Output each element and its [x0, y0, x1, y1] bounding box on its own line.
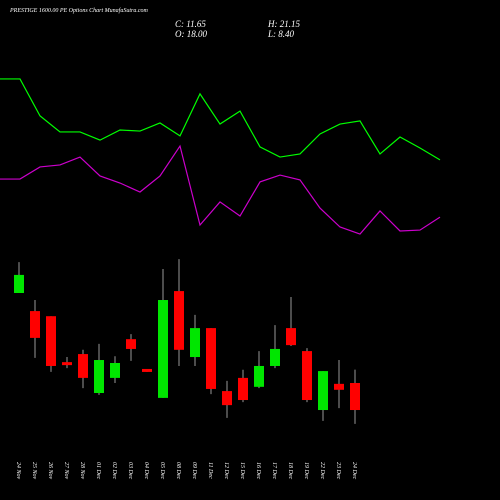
x-tick-label: 16 Dec — [255, 462, 261, 479]
x-tick-label: 22 Dec — [319, 462, 325, 479]
x-tick-label: 12 Dec — [223, 462, 229, 479]
candle-body — [78, 354, 88, 378]
candle-body — [334, 383, 344, 390]
candle-body — [94, 360, 104, 393]
x-tick-label: 26 Nov — [47, 462, 53, 480]
line-series — [0, 144, 441, 235]
candle-body — [350, 383, 360, 411]
candle-body — [174, 291, 184, 350]
x-tick-label: 19 Dec — [303, 462, 309, 479]
candle-body — [238, 377, 248, 401]
x-tick-label: 01 Dec — [95, 462, 101, 479]
candle-body — [30, 311, 40, 338]
candle-body — [62, 362, 72, 366]
x-tick-label: 23 Dec — [335, 462, 341, 479]
x-tick-label: 25 Nov — [31, 462, 37, 480]
x-tick-label: 17 Dec — [271, 462, 277, 479]
candle-body — [270, 348, 280, 366]
candle-body — [286, 328, 296, 346]
x-tick-label: 15 Dec — [239, 462, 245, 479]
x-tick-label: 24 Nov — [15, 462, 22, 480]
candle-body — [142, 368, 152, 372]
stat: O: 18.00 — [175, 29, 207, 39]
x-tick-label: 08 Dec — [175, 462, 181, 479]
x-tick-label: 27 Nov — [63, 462, 69, 480]
x-tick-label: 18 Dec — [287, 462, 293, 479]
candle-body — [126, 339, 136, 349]
line-series — [0, 78, 441, 161]
candle-body — [318, 371, 328, 411]
x-tick-label: 03 Dec — [127, 462, 133, 479]
stat: C: 11.65 — [175, 19, 206, 29]
candle-body — [222, 391, 232, 406]
candle-body — [158, 300, 168, 398]
x-tick-label: 24 Dec — [351, 462, 358, 479]
x-tick-label: 11 Dec — [207, 462, 213, 479]
x-tick-label: 02 Dec — [111, 462, 117, 479]
x-tick-label: 28 Nov — [79, 462, 85, 480]
candle-body — [254, 365, 264, 387]
candle-body — [14, 274, 24, 293]
stat: L: 8.40 — [267, 29, 295, 39]
candle-body — [302, 351, 312, 401]
x-tick-label: 09 Dec — [191, 462, 197, 479]
candle-body — [206, 328, 216, 389]
x-tick-label: 05 Dec — [159, 462, 165, 479]
chart-title: PRESTIGE 1600.00 PE Options Chart Munafa… — [9, 7, 148, 14]
x-tick-label: 04 Dec — [143, 462, 150, 479]
stat: H: 21.15 — [267, 19, 300, 29]
candle-body — [190, 328, 200, 358]
candle-body — [110, 363, 120, 378]
candle-body — [46, 316, 56, 366]
